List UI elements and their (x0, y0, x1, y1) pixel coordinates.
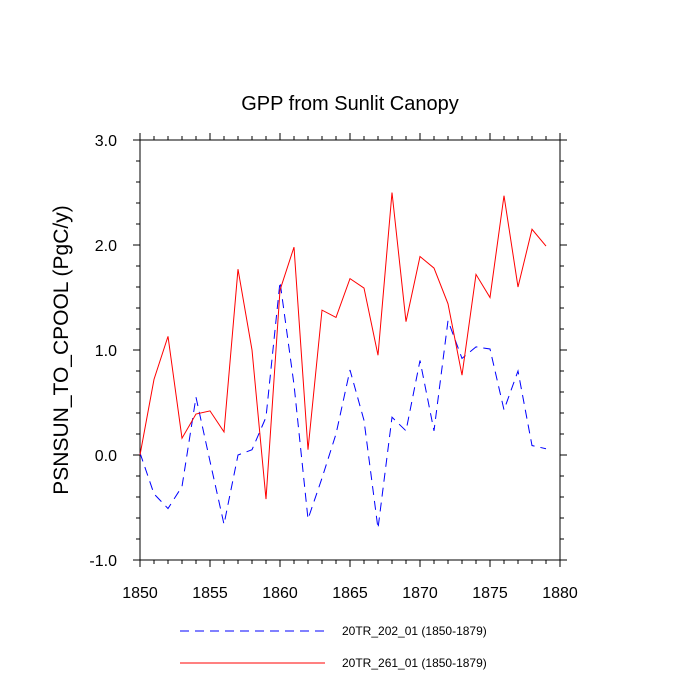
x-tick-label: 1850 (122, 585, 158, 602)
x-tick-label: 1860 (262, 585, 298, 602)
axis-tick-labels: 1850 1855 1860 1865 1870 1875 1880 -1.0 0.0 1.0 2.… (89, 133, 577, 602)
chart-title: GPP from Sunlit Canopy (241, 93, 459, 115)
series-line-1 (139, 281, 547, 529)
legend-label-2: 20TR_261_01 (1850-1879) (342, 656, 487, 670)
y-tick-label: 1.0 (95, 343, 117, 360)
y-tick-label: 2.0 (95, 238, 117, 255)
x-tick-label: 1880 (542, 585, 578, 602)
y-tick-label: -1.0 (89, 553, 117, 570)
y-tick-label: 3.0 (95, 133, 117, 150)
series-line-2 (139, 192, 547, 500)
series-lines (139, 192, 547, 529)
x-tick-label: 1875 (472, 585, 508, 602)
plot-frame (139, 139, 561, 561)
y-axis-label: PSNSUN_TO_CPOOL (PgC/y) (50, 205, 73, 494)
x-tick-label: 1870 (402, 585, 438, 602)
legend: 20TR_202_01 (1850-1879) 20TR_261_01 (1850… (180, 624, 487, 670)
x-tick-label: 1865 (332, 585, 368, 602)
legend-label-1: 20TR_202_01 (1850-1879) (342, 624, 487, 638)
axis-ticks (133, 133, 567, 567)
x-tick-label: 1855 (192, 585, 228, 602)
y-tick-label: 0.0 (95, 448, 117, 465)
